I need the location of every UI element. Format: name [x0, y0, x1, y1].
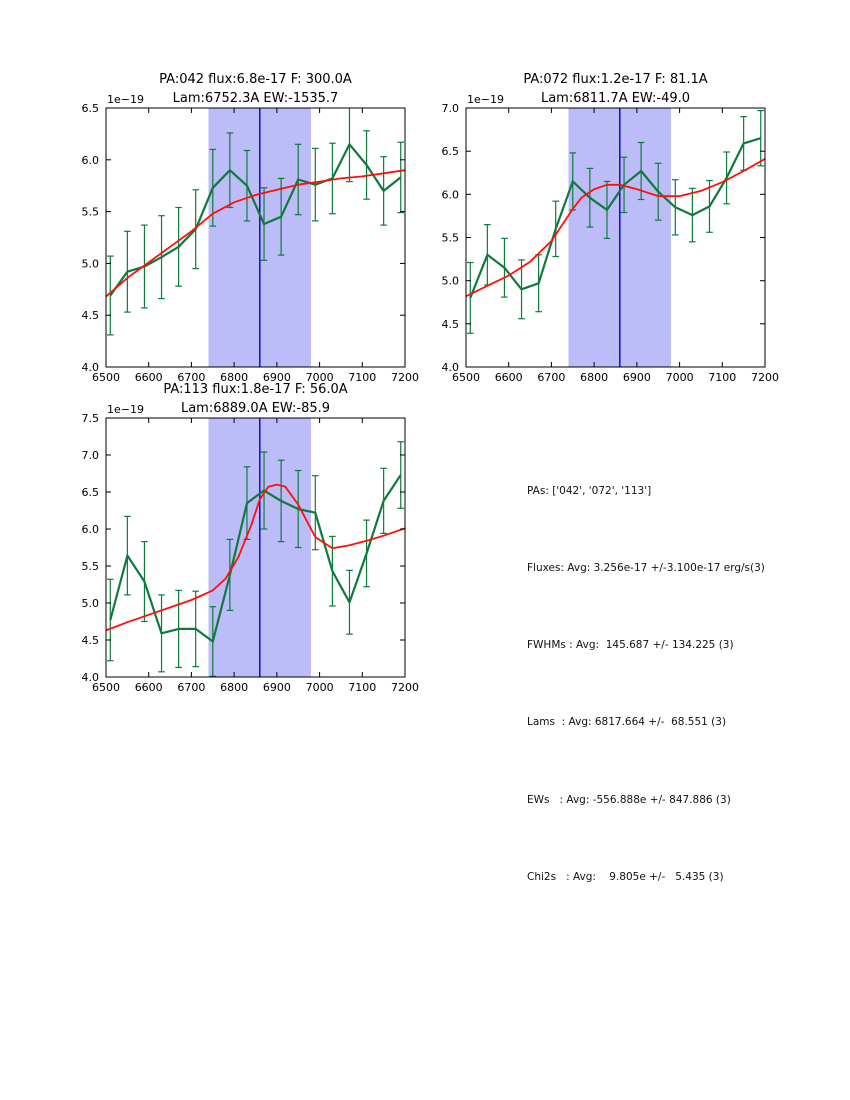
y-tick-label: 6.5 [442, 145, 460, 158]
x-tick-label: 7000 [666, 371, 694, 384]
y-offset-label: 1e−19 [107, 93, 144, 106]
x-tick-label: 7200 [391, 371, 419, 384]
chart-title-pa113: PA:113 flux:1.8e-17 F: 56.0A Lam:6889.0A… [106, 380, 405, 418]
x-tick-label: 6600 [495, 371, 523, 384]
chart-title-line2: Lam:6811.7A EW:-49.0 [540, 91, 691, 106]
stats-panel: PAs: ['042', '072', '113'] Fluxes: Avg: … [527, 427, 765, 942]
chart-title-pa042: PA:042 flux:6.8e-17 F: 300.0A Lam:6752.3… [106, 70, 405, 108]
x-tick-label: 6700 [537, 371, 565, 384]
y-tick-label: 6.0 [82, 523, 100, 536]
spectrum-line [109, 474, 402, 643]
x-tick-label: 7100 [708, 371, 736, 384]
x-tick-label: 6900 [623, 371, 651, 384]
y-tick-label: 5.5 [82, 206, 100, 219]
y-tick-label: 6.5 [82, 102, 100, 115]
x-tick-label: 6500 [92, 371, 120, 384]
y-tick-label: 6.0 [442, 188, 460, 201]
y-tick-label: 6.5 [82, 486, 100, 499]
x-tick-label: 6700 [177, 371, 205, 384]
chart-pa113: 6500 6600 6700 6800 6900 7000 7100 7200 4.0 4.5 5.… [82, 403, 420, 694]
stats-line-fluxes: Fluxes: Avg: 3.256e-17 +/-3.100e-17 erg/… [527, 561, 765, 574]
fit-line [466, 158, 765, 298]
x-tick-label: 6500 [452, 371, 480, 384]
y-tick-label: 5.5 [82, 560, 100, 573]
y-tick-label: 5.0 [82, 257, 100, 270]
y-tick-label: 6.0 [82, 154, 100, 167]
x-tick-label: 7200 [751, 371, 779, 384]
x-tick-label: 6600 [135, 371, 163, 384]
stats-line-lams: Lams : Avg: 6817.664 +/- 68.551 (3) [527, 716, 727, 729]
chart-pa072: 6500 6600 6700 6800 6900 7000 7100 7200 4.0 4.5 5.… [442, 93, 780, 384]
chart-title-line1: PA:072 flux:1.2e-17 F: 81.1A [523, 72, 708, 87]
chart-title-line1: PA:113 flux:1.8e-17 F: 56.0A [163, 382, 348, 397]
x-tick-label: 7200 [391, 681, 419, 694]
x-tick-label: 6700 [177, 681, 205, 694]
errorbar-series [467, 109, 764, 334]
x-tick-label: 7100 [348, 681, 376, 694]
chart-pa042: 6500 6600 6700 6800 6900 7000 7100 7200 4.0 4.5 5.… [82, 93, 420, 384]
fit-line [106, 169, 405, 298]
x-tick-label: 7000 [306, 371, 334, 384]
y-tick-label: 4.5 [82, 634, 100, 647]
stats-line-ews: EWs : Avg: -556.888e +/- 847.886 (3) [527, 793, 731, 806]
y-tick-label: 7.0 [82, 449, 100, 462]
x-tick-label: 6900 [263, 371, 291, 384]
stats-line-pas: PAs: ['042', '072', '113'] [527, 484, 652, 497]
errorbar-series [107, 441, 404, 677]
y-tick-label: 5.0 [442, 275, 460, 288]
y-tick-label: 4.5 [442, 318, 460, 331]
y-tick-label: 4.0 [442, 361, 460, 374]
chart-title-line1: PA:042 flux:6.8e-17 F: 300.0A [159, 72, 352, 87]
stats-line-chi2s: Chi2s : Avg: 9.805e +/- 5.435 (3) [527, 870, 724, 883]
x-tick-label: 7100 [348, 371, 376, 384]
x-tick-label: 6500 [92, 681, 120, 694]
chart-title-pa072: PA:072 flux:1.2e-17 F: 81.1A Lam:6811.7A… [466, 70, 765, 108]
y-offset-label: 1e−19 [107, 403, 144, 416]
y-tick-label: 7.5 [82, 412, 100, 425]
spectrum-line [469, 137, 762, 299]
y-offset-label: 1e−19 [467, 93, 504, 106]
y-tick-label: 5.5 [442, 232, 460, 245]
chart-title-line2: Lam:6889.0A EW:-85.9 [180, 401, 331, 416]
x-tick-label: 6600 [135, 681, 163, 694]
axis-ticks: 6500 6600 6700 6800 6900 7000 7100 7200 4.0 4.5 5.… [442, 102, 780, 384]
fit-line [106, 483, 405, 632]
chart-title-line2: Lam:6752.3A EW:-1535.7 [172, 91, 339, 106]
x-tick-label: 7000 [306, 681, 334, 694]
x-tick-label: 6900 [263, 681, 291, 694]
x-tick-label: 6800 [220, 681, 248, 694]
axis-ticks: 6500 6600 6700 6800 6900 7000 7100 7200 4.0 4.5 5.… [82, 412, 420, 694]
y-tick-label: 7.0 [442, 102, 460, 115]
y-tick-label: 5.0 [82, 597, 100, 610]
x-tick-label: 6800 [220, 371, 248, 384]
y-tick-label: 4.0 [82, 671, 100, 684]
stats-line-fwhms: FWHMs : Avg: 145.687 +/- 134.225 (3) [527, 639, 734, 651]
axes-frame [105, 417, 406, 678]
axis-ticks: 6500 6600 6700 6800 6900 7000 7100 7200 4.0 4.5 5.… [82, 102, 420, 384]
spectrum-line [109, 143, 402, 297]
y-tick-label: 4.5 [82, 309, 100, 322]
x-tick-label: 6800 [580, 371, 608, 384]
axes-frame [105, 107, 406, 368]
errorbar-series [107, 108, 404, 336]
y-tick-label: 4.0 [82, 361, 100, 374]
